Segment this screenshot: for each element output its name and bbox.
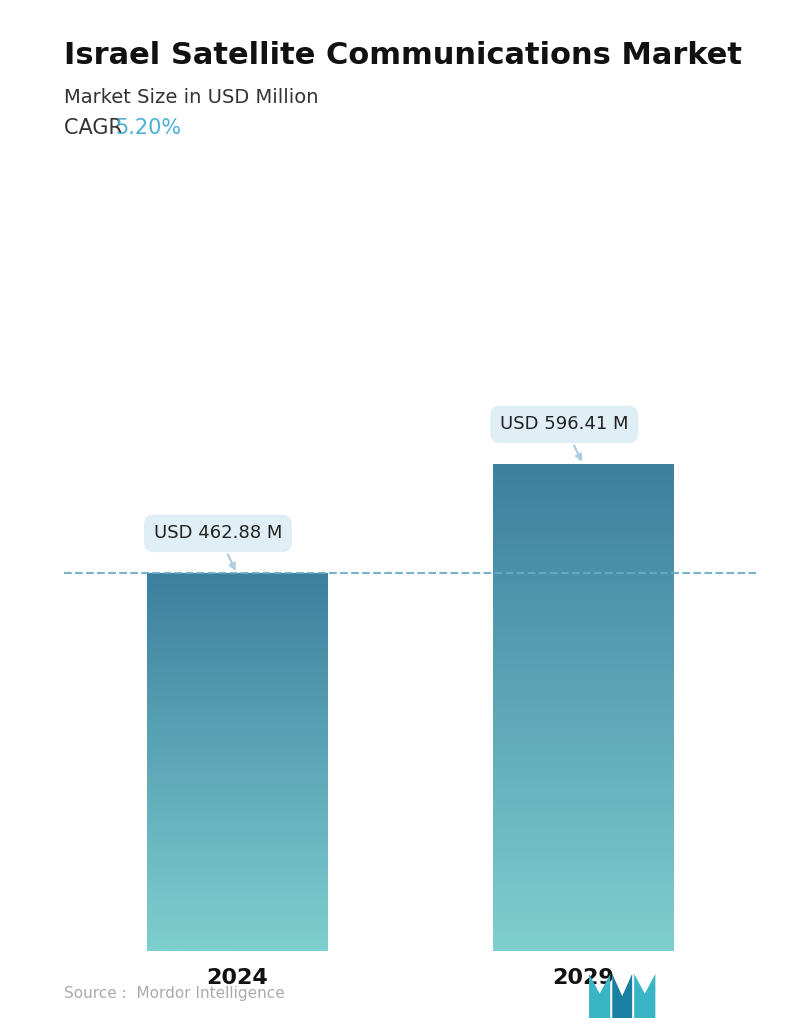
Text: USD 462.88 M: USD 462.88 M xyxy=(154,524,282,569)
Text: Market Size in USD Million: Market Size in USD Million xyxy=(64,88,318,107)
Text: Israel Satellite Communications Market: Israel Satellite Communications Market xyxy=(64,41,742,70)
Text: Source :  Mordor Intelligence: Source : Mordor Intelligence xyxy=(64,985,284,1001)
Text: CAGR: CAGR xyxy=(64,118,129,138)
Text: USD 596.41 M: USD 596.41 M xyxy=(500,416,629,460)
Polygon shape xyxy=(612,974,632,1018)
Polygon shape xyxy=(634,974,655,1018)
Text: 5.20%: 5.20% xyxy=(115,118,181,138)
Polygon shape xyxy=(589,974,611,1018)
